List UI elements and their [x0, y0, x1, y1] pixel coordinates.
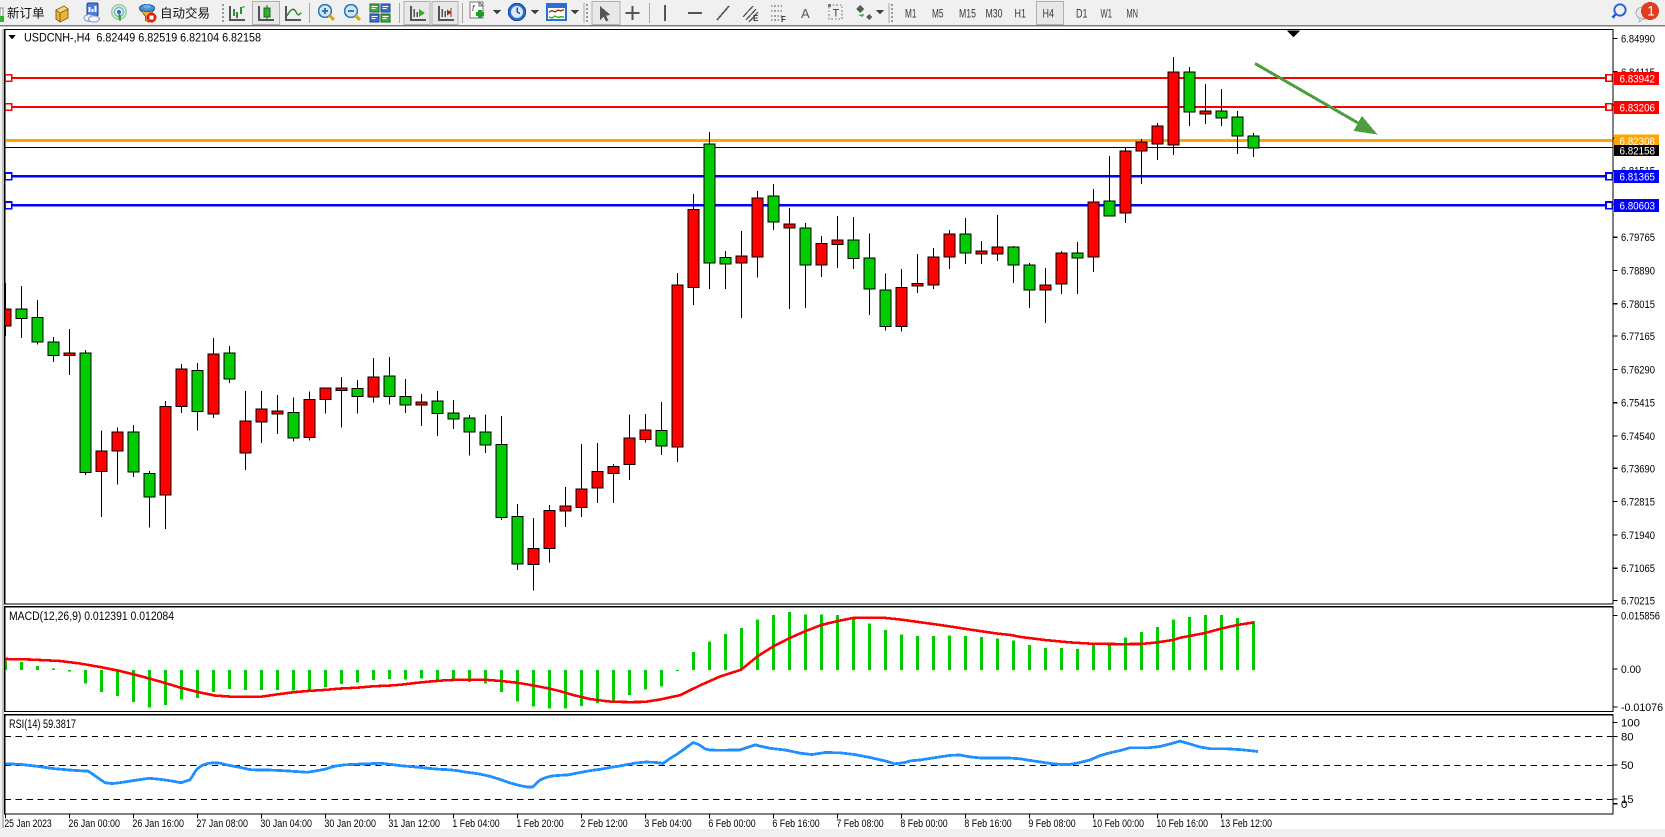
svg-text:6.74540: 6.74540	[1621, 431, 1655, 443]
svg-text:M1: M1	[905, 7, 917, 21]
svg-text:M15: M15	[959, 7, 976, 21]
svg-text:6.73690: 6.73690	[1621, 463, 1655, 475]
svg-text:6.84990: 6.84990	[1621, 34, 1655, 46]
svg-text:80: 80	[1621, 732, 1634, 744]
svg-text:27 Jan 08:00: 27 Jan 08:00	[196, 818, 248, 830]
svg-text:26 Jan 00:00: 26 Jan 00:00	[68, 818, 120, 830]
svg-text:自动交易: 自动交易	[160, 6, 210, 21]
svg-text:6.71940: 6.71940	[1621, 530, 1655, 542]
svg-text:10 Feb 00:00: 10 Feb 00:00	[1092, 818, 1144, 830]
svg-text:6.81365: 6.81365	[1620, 171, 1656, 183]
svg-text:6.79765: 6.79765	[1621, 232, 1655, 244]
svg-text:6.83942: 6.83942	[1620, 74, 1656, 86]
svg-text:H1: H1	[1015, 7, 1027, 21]
svg-text:MN: MN	[1127, 7, 1139, 21]
svg-text:26 Jan 16:00: 26 Jan 16:00	[132, 818, 184, 830]
svg-text:6.83206: 6.83206	[1620, 102, 1656, 114]
svg-text:6.80603: 6.80603	[1620, 200, 1656, 212]
svg-text:1: 1	[1647, 4, 1655, 19]
svg-text:30 Jan 20:00: 30 Jan 20:00	[324, 818, 376, 830]
svg-text:RSI(14) 59.3817: RSI(14) 59.3817	[9, 717, 76, 731]
svg-text:0.015856: 0.015856	[1621, 611, 1660, 623]
svg-text:MACD(12,26,9) 0.012391 0.01208: MACD(12,26,9) 0.012391 0.012084	[9, 609, 174, 623]
svg-text:新订单: 新订单	[7, 6, 45, 21]
svg-text:2 Feb 12:00: 2 Feb 12:00	[580, 818, 627, 830]
svg-text:50: 50	[1621, 760, 1634, 772]
svg-text:31 Jan 12:00: 31 Jan 12:00	[388, 818, 440, 830]
svg-text:15: 15	[1621, 794, 1634, 806]
svg-text:6.82158: 6.82158	[1620, 146, 1656, 158]
svg-text:6.70215: 6.70215	[1621, 595, 1655, 607]
svg-text:6 Feb 00:00: 6 Feb 00:00	[708, 818, 755, 830]
svg-text:3 Feb 04:00: 3 Feb 04:00	[644, 818, 691, 830]
svg-text:25 Jan 2023: 25 Jan 2023	[4, 818, 51, 830]
svg-text:D1: D1	[1076, 7, 1088, 21]
svg-text:-0.01076: -0.01076	[1621, 702, 1663, 714]
svg-text:8 Feb 00:00: 8 Feb 00:00	[900, 818, 947, 830]
svg-text:6.82308: 6.82308	[1620, 136, 1656, 148]
svg-text:6.71065: 6.71065	[1621, 563, 1655, 575]
svg-text:M30: M30	[986, 7, 1003, 21]
svg-text:10 Feb 16:00: 10 Feb 16:00	[1156, 818, 1208, 830]
svg-text:W1: W1	[1101, 7, 1113, 21]
svg-text:0: 0	[1621, 799, 1627, 811]
svg-text:6.75415: 6.75415	[1621, 398, 1655, 410]
svg-text:6.76290: 6.76290	[1621, 364, 1655, 376]
svg-text:6.78015: 6.78015	[1621, 299, 1655, 311]
svg-text:T: T	[833, 8, 840, 20]
svg-text:8 Feb 16:00: 8 Feb 16:00	[964, 818, 1011, 830]
svg-text:USDCNH-,H4 6.82449 6.82519 6.: USDCNH-,H4 6.82449 6.82519 6.82104 6.821…	[24, 31, 261, 45]
svg-text:1 Feb 20:00: 1 Feb 20:00	[516, 818, 563, 830]
svg-text:F: F	[781, 15, 786, 24]
svg-text:6.78890: 6.78890	[1621, 266, 1655, 278]
svg-text:13 Feb 12:00: 13 Feb 12:00	[1220, 818, 1272, 830]
svg-text:H4: H4	[1043, 7, 1055, 21]
svg-text:A: A	[801, 6, 810, 21]
svg-text:0.00: 0.00	[1621, 664, 1641, 676]
svg-text:30 Jan 04:00: 30 Jan 04:00	[260, 818, 312, 830]
svg-text:9 Feb 08:00: 9 Feb 08:00	[1028, 818, 1075, 830]
svg-text:f: f	[472, 4, 475, 13]
svg-text:6 Feb 16:00: 6 Feb 16:00	[772, 818, 819, 830]
svg-text:1 Feb 04:00: 1 Feb 04:00	[452, 818, 499, 830]
svg-text:100: 100	[1621, 718, 1640, 730]
svg-text:6.72815: 6.72815	[1621, 497, 1655, 509]
svg-text:E: E	[753, 14, 759, 23]
svg-text:7 Feb 08:00: 7 Feb 08:00	[836, 818, 883, 830]
svg-text:M5: M5	[932, 7, 944, 21]
svg-text:6.77165: 6.77165	[1621, 331, 1655, 343]
